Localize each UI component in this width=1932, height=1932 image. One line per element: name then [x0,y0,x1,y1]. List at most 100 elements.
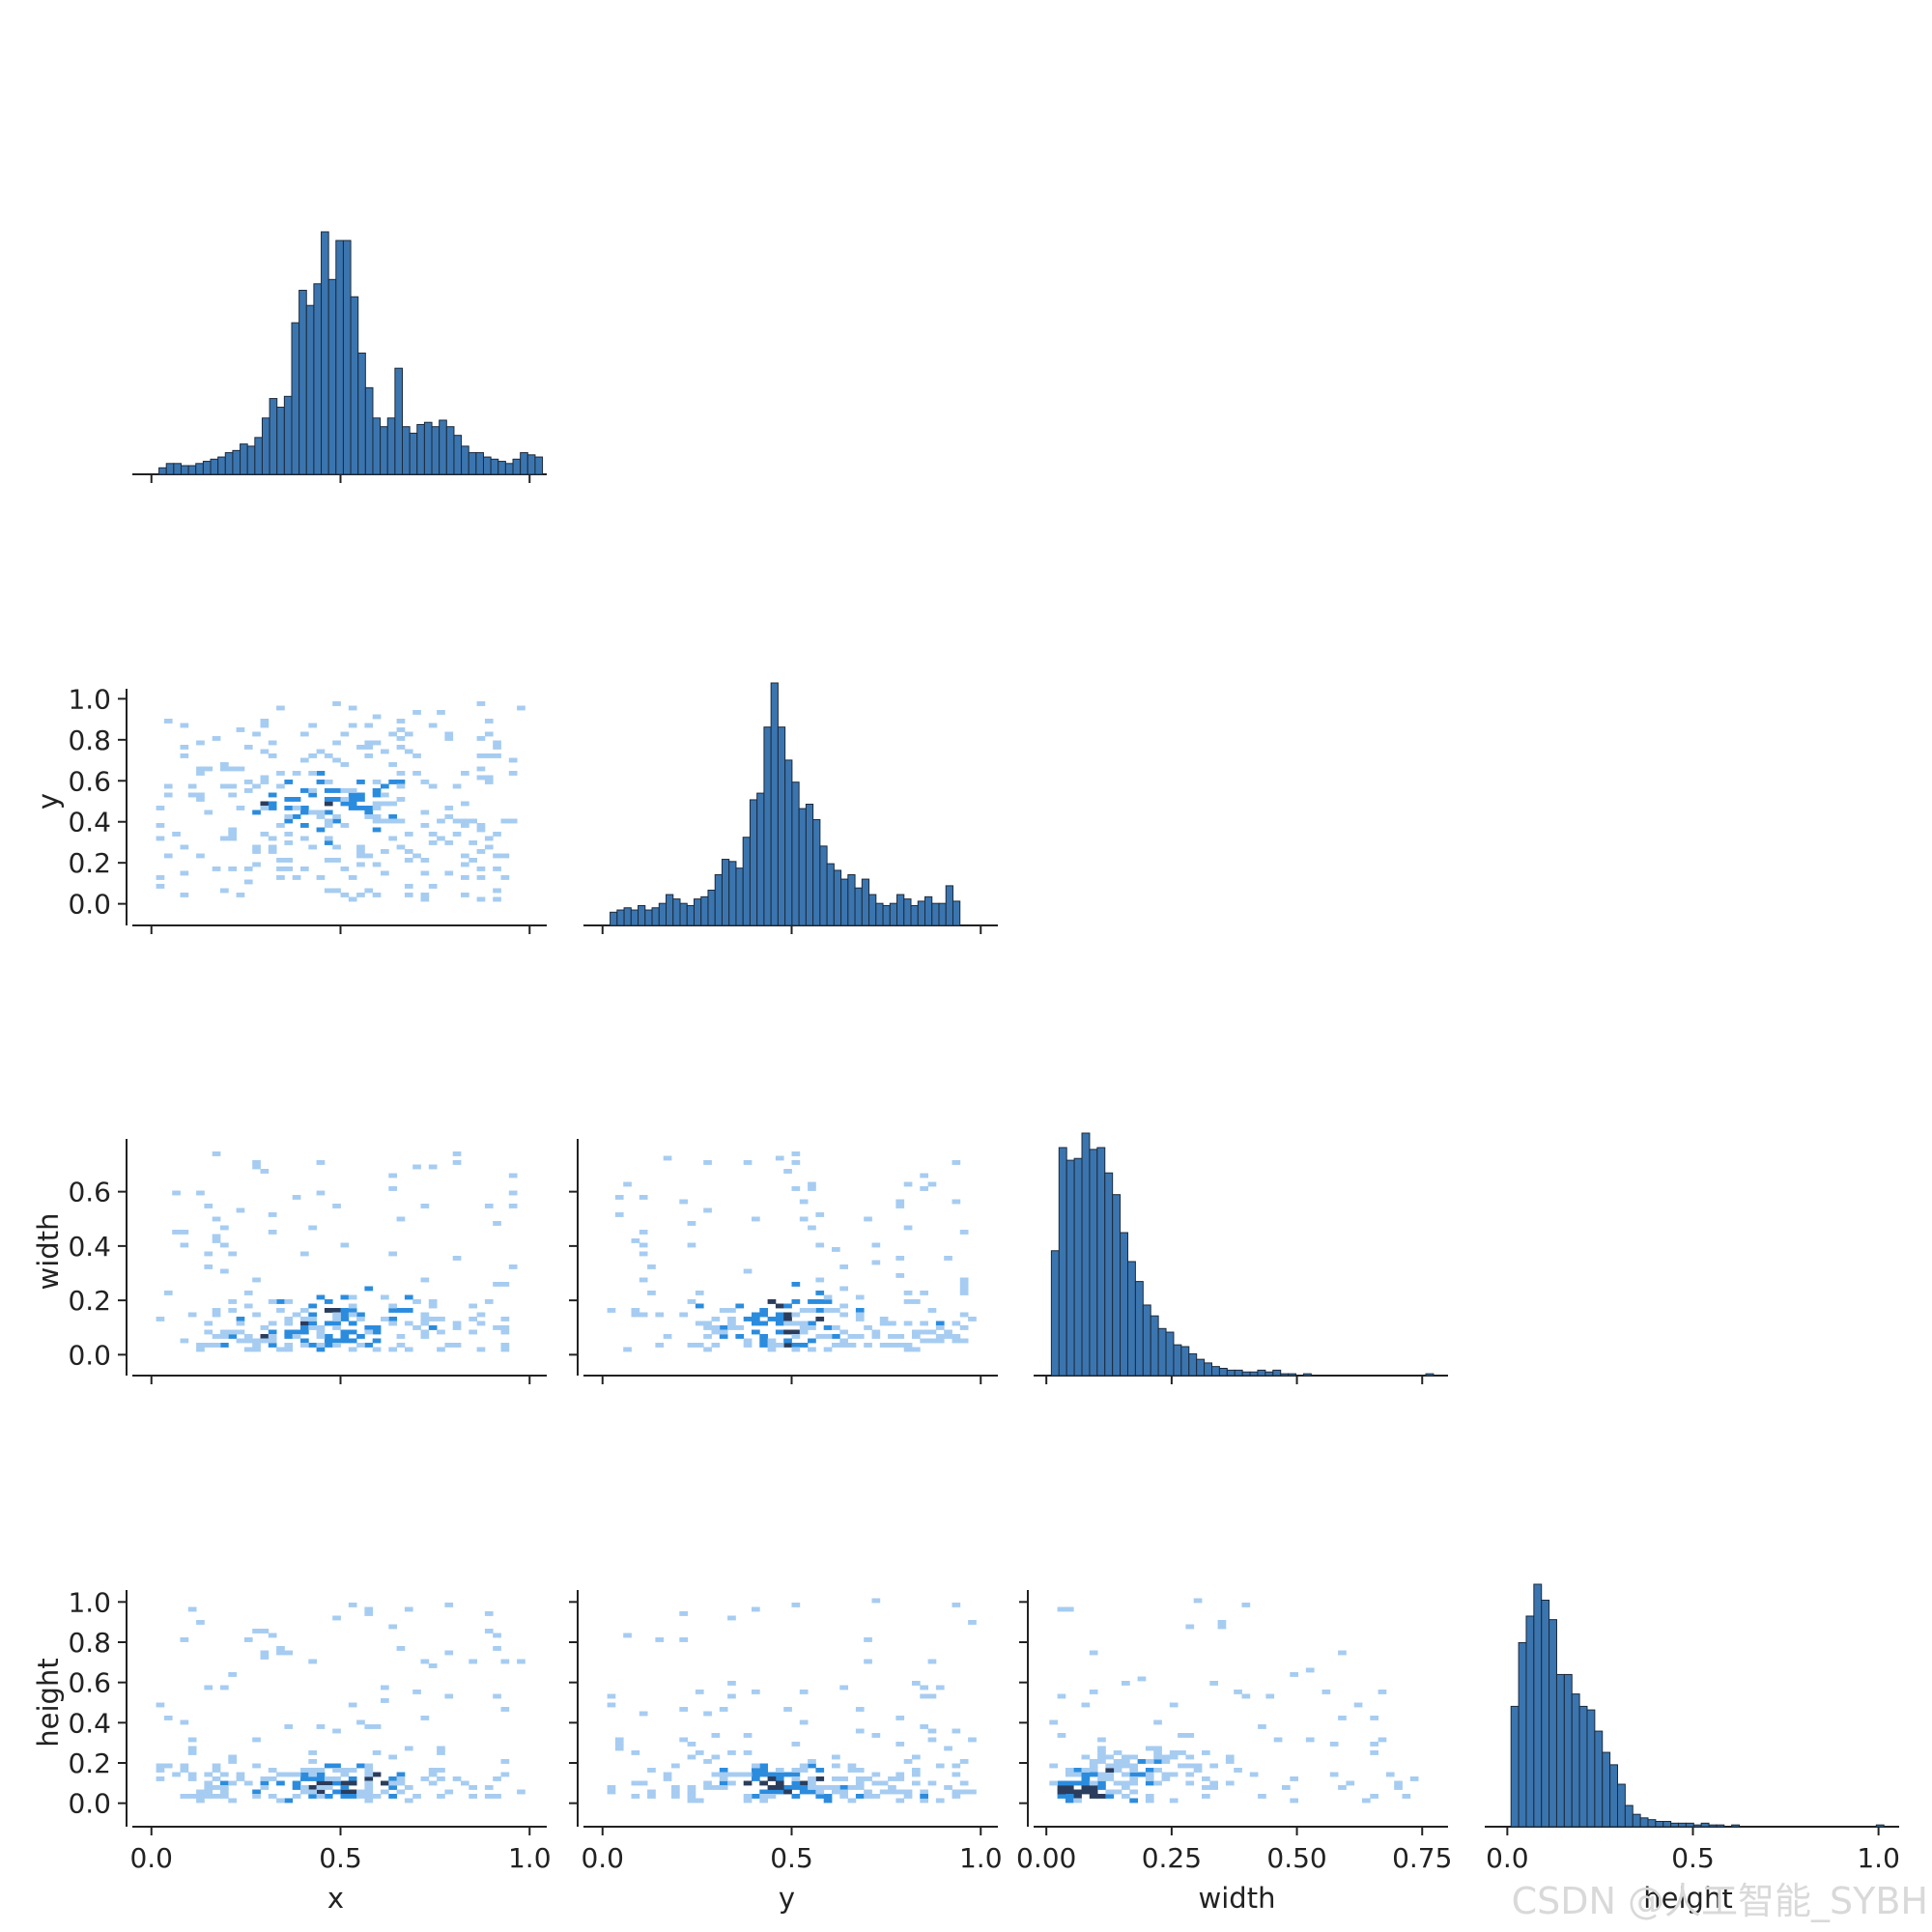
hist2d-cell [791,1321,801,1326]
hist2d-cell [364,1325,374,1330]
hist2d-cell [493,753,501,758]
hist2d-cell [187,1737,197,1743]
hist2d-cell [687,1785,696,1790]
hist2d-cell [156,1768,165,1773]
hist2d-cell [364,810,374,815]
hist2d-cell [196,1794,205,1799]
hist2d-cell [324,1343,333,1348]
hist2d-cell [340,1789,350,1795]
hist2d-cell [791,1780,801,1786]
hist2d-cell [300,1343,309,1348]
hist2d-cell [517,1789,526,1795]
hist2d-cell [396,1334,406,1339]
hist2d-cell [493,1776,501,1781]
hist2d-cell [332,1312,341,1318]
hist2d-cell [316,1325,326,1330]
hist2d-cell [469,1794,477,1799]
hist2d-cell [356,1719,365,1725]
hist2d-cell [316,771,326,776]
hist2d-cell [799,1789,809,1795]
hist2d-cell [292,1195,301,1200]
hist2d-cell [260,780,270,784]
hist2d-cell [300,1789,309,1795]
hist2d-cell [639,1195,648,1200]
hist2d-cell [912,1780,921,1786]
hist2d-cell [1129,1763,1138,1769]
hist2d-cell [340,1317,350,1321]
hist2d-cell [808,1347,816,1352]
hist2d-cell [1105,1772,1115,1777]
histogram-bar [1280,1373,1290,1377]
hist2d-cell [444,840,454,845]
hist2d-cell [372,1750,382,1755]
hist2d-cell [1122,1785,1130,1790]
hist2d-cell [292,875,301,880]
hist2d-cell [420,1312,430,1318]
hist2d-cell [412,1690,421,1694]
hist2d-cell [404,858,413,863]
hist2d-cell [855,1768,865,1773]
hist2d-cell [260,749,270,754]
hist2d-cell [388,1303,397,1309]
hist2d-cell [428,1780,438,1786]
hist2d-cell [1145,1794,1154,1799]
hist2d-cell [180,753,189,758]
hist2d-cell [163,792,173,798]
hist2d-cell [791,1160,801,1165]
hist2d-cell [252,1160,261,1165]
hist2d-cell [639,1251,648,1257]
hist2d-cell [204,1251,213,1257]
hist2d-cell [396,736,406,741]
hist2d-cell [300,1251,309,1257]
hist2d-cell [808,1225,816,1231]
hist2d-cell [703,1347,712,1352]
hist2d-cell [292,1312,301,1318]
hist2d-cell [671,1785,680,1790]
hist2d-cell [308,1317,317,1321]
hist2d-cell [284,780,294,784]
hist2d-cell [1305,1667,1315,1673]
hist2d-cell [308,1225,317,1231]
hist2d-cell [372,814,382,819]
y-axis-label-height: height [32,1658,65,1747]
hist2d-cell [743,1772,753,1777]
hist2d-cell [631,1312,640,1318]
hist2d-cell [300,1317,309,1321]
hist2d-cell [855,1312,865,1318]
hist2d-cell [1065,1772,1074,1777]
hist2d-cell [1153,1750,1162,1755]
hist2d-cell [252,810,261,815]
histogram-bar [1204,1362,1213,1377]
y-tick-label: 0.4 [68,1707,111,1739]
hist2d-cell [968,1317,977,1321]
hist2d-cell [381,1698,389,1703]
hist2d-cell [163,853,173,859]
hist2d-cell [268,1768,277,1773]
hist2d-cell [308,1659,317,1664]
hist2d-cell [655,1343,665,1348]
hist2d-cell [767,1789,777,1795]
hist2d-cell [220,888,229,894]
hist2d-cell [180,723,189,728]
hist2d-cell [1105,1763,1115,1769]
hist2d-cell [300,823,309,828]
hist2d-cell [284,1317,294,1321]
hist2d-cell [791,1151,801,1156]
hist2d-cell [791,1768,801,1773]
hist2d-cell [284,867,294,871]
hist2d-cell [871,1780,881,1786]
hist2d-cell [156,806,165,810]
hist2d-cell [372,827,382,833]
histogram-bar [742,837,751,926]
histogram-bar [445,426,455,475]
hist2d-cell [300,806,309,810]
hist2d-cell [695,1690,704,1694]
hist2d-cell [236,727,245,732]
hist2d-cell [1113,1759,1122,1764]
hist2d-cell [437,1776,445,1781]
hist2d-cell [348,875,357,880]
hist2d-cell [727,1780,736,1786]
hist2d-cell [1081,1776,1091,1781]
hist2d-cell [815,1212,825,1217]
hist2d-cell [228,1780,237,1786]
